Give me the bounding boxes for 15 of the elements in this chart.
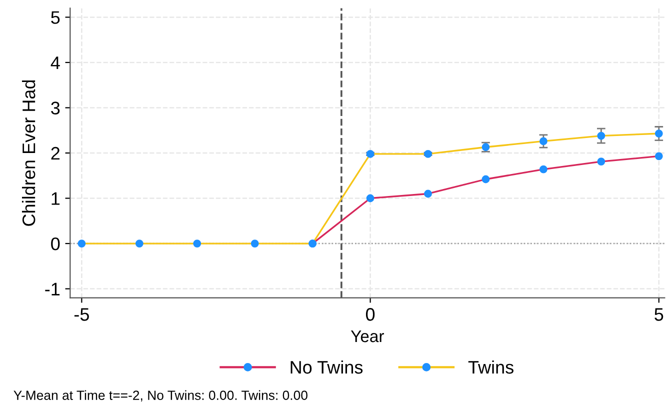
y-tick-label: 1 <box>52 192 60 205</box>
y-tick-label: 4 <box>50 56 60 70</box>
y-tick-label: 2 <box>51 146 60 160</box>
legend-label: Twins <box>468 360 514 374</box>
x-tick-label: 0 <box>366 308 375 321</box>
x-axis-title: Year <box>350 330 384 342</box>
y-tick-label: 0 <box>51 237 60 250</box>
x-tick-label: 5 <box>654 308 664 321</box>
y-tick-label: 3 <box>51 102 60 114</box>
legend-label: No Twins <box>290 360 363 374</box>
y-tick-label: 5 <box>51 11 60 24</box>
y-tick-label: -1 <box>45 282 60 296</box>
text: Y-Mean at Time t==-2, No Twins: 0.00. Twins: 0.00 <box>14 390 308 402</box>
x-tick-label: -5 <box>74 308 89 321</box>
y-axis-title: Children Ever Had <box>22 80 36 226</box>
